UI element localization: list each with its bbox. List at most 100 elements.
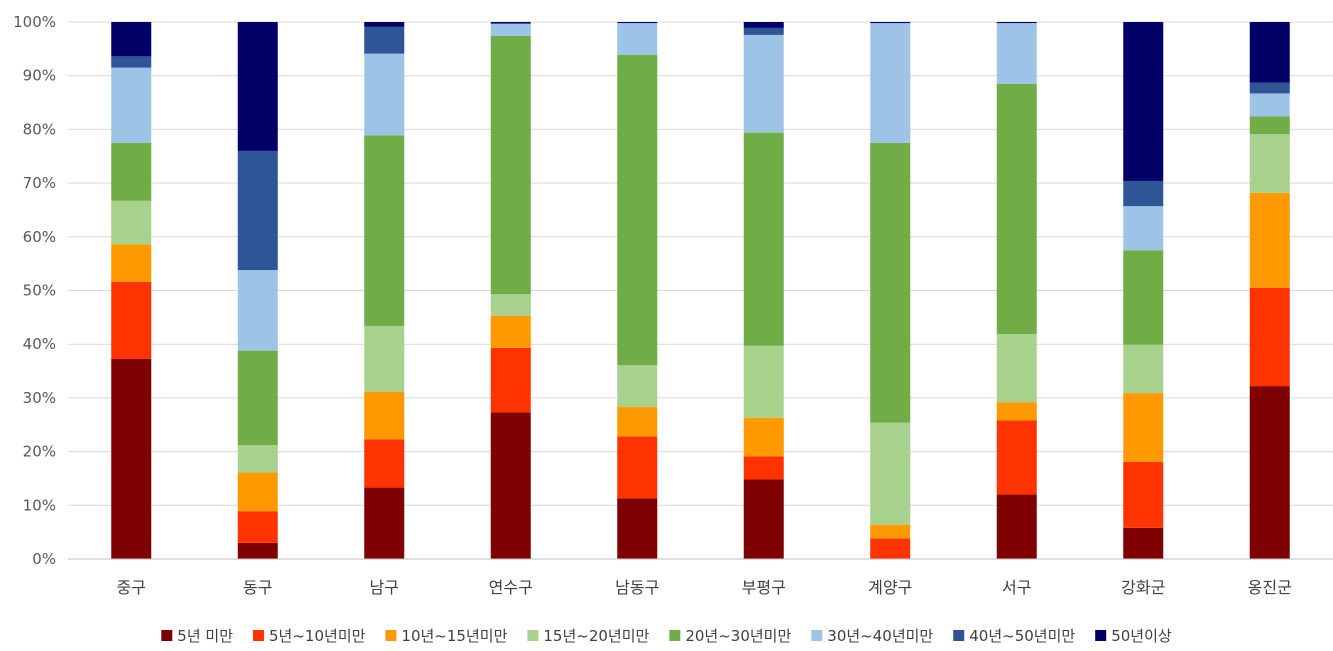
bar-segment (111, 56, 152, 68)
bar-segment (237, 150, 278, 271)
legend-swatch (161, 630, 173, 641)
bar-segment (617, 436, 658, 499)
y-tick-label: 10% (23, 496, 56, 514)
bar-segment (1123, 344, 1164, 394)
bar-segment (743, 22, 784, 28)
bar-segment (237, 270, 278, 351)
x-category-label: 강화군 (1121, 578, 1165, 597)
bar-segment (1249, 82, 1290, 94)
bar-segment (111, 244, 152, 282)
bar-segment (996, 333, 1037, 403)
bar-segment (490, 35, 531, 295)
legend-swatch (811, 630, 823, 641)
legend-label: 30년~40년미만 (827, 627, 933, 645)
bar-stack (1123, 22, 1164, 559)
legend-swatch (953, 630, 965, 641)
legend-label: 10년~15년미만 (401, 627, 507, 645)
y-tick-label: 90% (23, 67, 56, 85)
bar-segment (1249, 386, 1290, 559)
bar-segment (870, 538, 911, 559)
bar-segment (743, 34, 784, 133)
bar-segment (1249, 134, 1290, 193)
legend-item: 15년~20년미만 (527, 627, 650, 645)
x-category-label: 남구 (370, 578, 399, 597)
bar-stack (237, 22, 278, 559)
bar-segment (1123, 180, 1164, 207)
y-tick-label: 100% (13, 13, 56, 31)
x-category-label: 연수구 (489, 578, 533, 597)
bar-segment (364, 135, 405, 326)
y-tick-label: 60% (23, 228, 56, 246)
legend-label: 5년~10년미만 (269, 627, 366, 645)
bar-segment (870, 23, 911, 143)
bar-segment (111, 22, 152, 57)
y-tick-label: 20% (23, 443, 56, 461)
bar-segment (996, 22, 1037, 24)
bar-segment (490, 412, 531, 559)
bar-segment (617, 498, 658, 559)
bar-segment (364, 439, 405, 488)
bar-segment (364, 487, 405, 559)
x-category-label: 남동구 (615, 578, 659, 597)
bar-segment (1123, 461, 1164, 528)
bar-segment (870, 524, 911, 539)
y-tick-label: 70% (23, 174, 56, 192)
bar-segment (490, 347, 531, 413)
bar-stack (490, 22, 531, 559)
y-tick-label: 50% (23, 282, 56, 300)
bar-segment (490, 294, 531, 316)
bar-segment (364, 26, 405, 54)
x-category-label: 부평구 (742, 578, 786, 597)
legend-item: 50년이상 (1095, 627, 1172, 645)
x-axis-category-labels: 중구 동구 남구 연수구 남동구 부평구 계양구 서구 강화군 옹진군 (117, 578, 1292, 597)
bar-segment (870, 22, 911, 24)
bar-segment (870, 142, 911, 423)
y-tick-label: 40% (23, 335, 56, 353)
x-category-label: 옹진군 (1248, 578, 1292, 597)
bar-segment (1123, 527, 1164, 559)
gridlines (68, 21, 1333, 506)
legend-item: 30년~40년미만 (811, 627, 933, 645)
bar-segment (1249, 93, 1290, 117)
bar-segment (617, 407, 658, 437)
bar-segment (996, 23, 1037, 84)
legend-label: 50년이상 (1111, 627, 1172, 645)
bar-segment (1123, 250, 1164, 345)
bar-segment (1249, 22, 1290, 83)
bar-segment (237, 511, 278, 543)
legend-swatch (1095, 630, 1107, 641)
bar-segment (996, 83, 1037, 334)
x-category-label: 중구 (117, 578, 146, 597)
bar-segment (111, 200, 152, 245)
bar-segment (617, 365, 658, 408)
legend-label: 40년~50년미만 (969, 627, 1075, 645)
legend-label: 5년 미만 (177, 627, 233, 645)
bar-segment (490, 22, 531, 24)
y-tick-label: 80% (23, 120, 56, 138)
bar-segment (111, 142, 152, 201)
legend-label: 15년~20년미만 (543, 627, 649, 645)
bar-segment (364, 22, 405, 27)
bar-segment (237, 472, 278, 512)
bar-segment (870, 422, 911, 525)
bar-segment (743, 417, 784, 457)
y-tick-label: 0% (32, 550, 56, 568)
bar-segment (743, 345, 784, 418)
legend-swatch (253, 630, 265, 641)
bar-segment (364, 325, 405, 392)
bar-segment (1123, 22, 1164, 181)
bar-segment (364, 391, 405, 440)
x-category-label: 계양구 (868, 578, 912, 597)
bar-segment (743, 456, 784, 480)
bar-segment (617, 54, 658, 366)
bar-stack (364, 22, 405, 559)
bar-segment (1249, 116, 1290, 135)
legend-swatch (669, 630, 681, 641)
legend-swatch (385, 630, 397, 641)
bar-stack (870, 22, 911, 559)
bar-stack (111, 22, 152, 559)
bar-segment (743, 479, 784, 559)
x-category-label: 서구 (1002, 578, 1031, 597)
bar-segment (743, 27, 784, 35)
